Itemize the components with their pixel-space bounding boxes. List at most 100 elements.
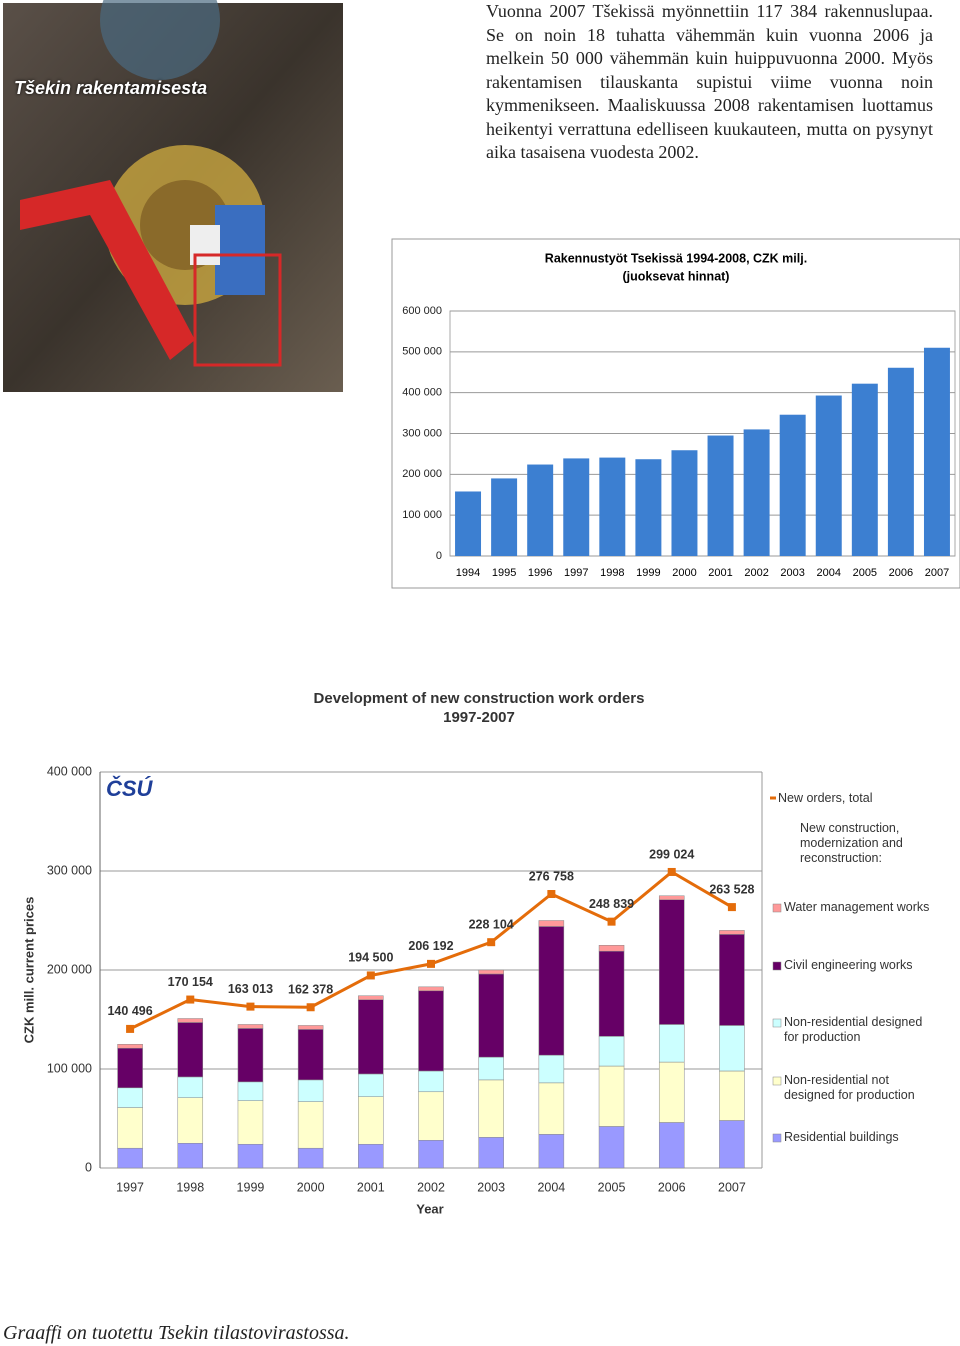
y-tick-label: 100 000	[47, 1061, 92, 1075]
stacked-bar-segment	[478, 1056, 504, 1081]
stacked-bar-segment	[237, 1100, 264, 1145]
stacked-bar-segment	[598, 950, 625, 1037]
data-label: 299 024	[649, 847, 694, 861]
line-marker	[427, 959, 435, 968]
photo	[3, 0, 343, 392]
legend-entry: Non-residential designed for production	[784, 1015, 923, 1044]
bar	[707, 435, 734, 556]
y-tick-label: 0	[436, 550, 442, 562]
y-tick-label: 400 000	[47, 764, 92, 778]
stacked-bar-segment	[418, 1091, 444, 1141]
line-marker	[607, 917, 616, 926]
x-tick-label: 2003	[477, 1180, 505, 1194]
stacked-bar-segment	[658, 899, 685, 1025]
x-tick-label: 2006	[889, 567, 913, 579]
legend-entry: Water management works	[784, 900, 930, 914]
stacked-bar-segment	[358, 999, 384, 1075]
x-tick-label: 2004	[537, 1180, 565, 1194]
stacked-bar-segment	[418, 990, 444, 1072]
stacked-bar-segment	[358, 1096, 384, 1145]
stacked-bar-segment	[538, 926, 565, 1056]
stacked-bar-segment	[478, 973, 504, 1058]
data-label: 228 104	[469, 917, 514, 931]
x-tick-label: 1995	[492, 567, 516, 579]
stacked-bar-segment	[297, 1029, 324, 1081]
stacked-bar-segment	[478, 969, 504, 975]
stacked-bar-segment	[719, 1025, 745, 1072]
bar	[779, 414, 806, 556]
data-label: 163 013	[228, 982, 273, 996]
logo: ČSÚ	[106, 776, 154, 801]
x-tick-label: 2000	[672, 567, 696, 579]
stacked-bar-segment	[658, 1122, 685, 1169]
stacked-bar-segment	[418, 1140, 444, 1169]
stacked-bar-segment	[237, 1024, 264, 1029]
x-tick-label: 1994	[456, 567, 480, 579]
stacked-bar-segment	[598, 1065, 625, 1127]
legend-line-entry: New orders, total	[778, 791, 873, 805]
y-tick-label: 300 000	[47, 863, 92, 877]
bar	[599, 457, 626, 556]
stacked-bar-segment	[538, 920, 565, 927]
stacked-bar-segment	[418, 1070, 444, 1093]
stacked-bar-segment	[297, 1079, 324, 1102]
stacked-bar-segment	[237, 1143, 264, 1169]
bar	[815, 395, 842, 556]
legend-entry: Residential buildings	[784, 1130, 899, 1144]
footer: Graaffi on tuotettu Tsekin tilastovirast…	[3, 1322, 350, 1344]
legend-entry: Non-residential not designed for product…	[784, 1073, 915, 1102]
x-tick-label: 1998	[176, 1180, 204, 1194]
legend-swatch	[772, 1076, 782, 1086]
stacked-bar-segment	[598, 945, 625, 952]
stacked-bar-segment	[478, 1137, 504, 1169]
x-tick-label: 2002	[417, 1180, 445, 1194]
x-tick-label: 2007	[718, 1180, 746, 1194]
legend-group-title: New construction, modernization and reco…	[800, 821, 903, 865]
x-tick-label: 1997	[116, 1180, 144, 1194]
x-tick-label: 2000	[297, 1180, 325, 1194]
line-marker	[186, 995, 195, 1004]
y-tick-label: 400 000	[402, 387, 442, 399]
bar	[851, 383, 878, 556]
stacked-bar-segment	[719, 1070, 745, 1121]
data-label: 206 192	[408, 939, 453, 953]
line-marker	[487, 938, 496, 947]
x-tick-label: 2001	[708, 567, 732, 579]
y-tick-label: 200 000	[47, 962, 92, 976]
line-marker	[126, 1024, 135, 1033]
x-tick-label: 1999	[636, 567, 660, 579]
photo-caption: Tšekin rakentamisesta	[14, 78, 208, 98]
stacked-bar-segment	[177, 1018, 204, 1023]
x-tick-label: 2003	[780, 567, 804, 579]
x-tick-label: 1997	[564, 567, 588, 579]
stacked-bar-segment	[237, 1081, 264, 1101]
data-label: 140 496	[107, 1004, 152, 1018]
stacked-bar-segment	[478, 1079, 504, 1138]
y-tick-label: 0	[85, 1160, 92, 1174]
legend-swatch	[772, 1133, 782, 1143]
x-tick-label: 2005	[853, 567, 877, 579]
line-marker	[246, 1002, 255, 1011]
chart-subtitle: 1997-2007	[443, 709, 515, 726]
line-marker	[366, 971, 375, 980]
data-label: 263 528	[709, 882, 754, 896]
stacked-bar-segment	[658, 1024, 685, 1063]
stacked-bar-segment	[177, 1143, 204, 1169]
stacked-bar-segment	[658, 1061, 685, 1123]
y-tick-label: 600 000	[402, 305, 442, 317]
data-label: 162 378	[288, 983, 333, 997]
legend-swatch	[772, 903, 782, 913]
x-tick-label: 2001	[357, 1180, 385, 1194]
x-tick-label: 2002	[744, 567, 768, 579]
y-tick-label: 200 000	[402, 468, 442, 480]
y-tick-label: 300 000	[402, 427, 442, 439]
x-tick-label: 2006	[658, 1180, 686, 1194]
stacked-bar-segment	[297, 1147, 324, 1169]
x-axis-label: Year	[416, 1201, 443, 1216]
stacked-bar-segment	[297, 1025, 324, 1030]
stacked-bar-segment	[719, 930, 745, 935]
bar	[563, 458, 590, 556]
line-marker	[727, 903, 736, 912]
bar	[455, 491, 482, 556]
